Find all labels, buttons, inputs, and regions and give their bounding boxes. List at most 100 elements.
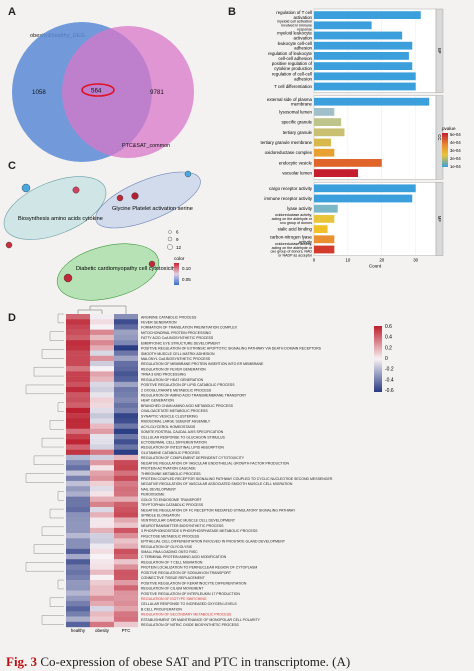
dendrogram-branch	[49, 420, 64, 430]
heatmap-cell	[114, 407, 138, 414]
heatmap-cell	[90, 527, 114, 534]
heatmap-cell	[66, 460, 90, 466]
heatmap-row-label: NAIL DEVELOPMENT	[141, 487, 177, 491]
dendrogram-branch	[33, 544, 64, 554]
heatmap-cell	[90, 533, 114, 539]
heatmap-cell	[66, 543, 90, 549]
pvalue-legend-tick: 3e-04	[450, 148, 461, 153]
bar	[314, 245, 335, 254]
bar-label: tertiary granule	[283, 130, 313, 135]
heatmap-cell	[66, 621, 90, 628]
heatmap-cell	[114, 460, 138, 466]
pvalue-legend-tick: 4e-04	[450, 140, 461, 145]
heatmap-row-label: NEUROTRANSMITTER BIOSYNTHETIC PROCESS	[141, 524, 224, 528]
heatmap-row-label: REGULATION OF T CELL MIGRATION	[141, 560, 203, 564]
heatmap-row-label: BRANCHED CHAIN AMINO ACID METABOLIC PROC…	[141, 404, 234, 408]
venn-center-highlight	[81, 83, 115, 97]
heatmap-cell	[66, 491, 90, 497]
heatmap-cell	[114, 465, 138, 471]
heatmap-legend-tick: 0.4	[385, 335, 392, 341]
heatmap-cell	[90, 402, 114, 409]
heatmap-cell	[114, 444, 138, 450]
heatmap-cell	[66, 600, 90, 607]
heatmap-column-label: obesity	[95, 628, 110, 633]
heatmap-cell	[66, 522, 90, 529]
heatmap-cell	[66, 345, 90, 351]
heatmap-row-label: TRNA 3 END PROCESSING	[141, 373, 186, 377]
heatmap-cell	[90, 329, 114, 336]
heatmap-cell	[114, 387, 138, 393]
heatmap-cell	[90, 381, 114, 388]
heatmap-cell	[66, 606, 90, 612]
bar-label: immune receptor activity	[264, 196, 312, 201]
heatmap-cell	[66, 454, 90, 461]
cluster-node	[131, 192, 139, 200]
heatmap-cell	[114, 360, 138, 367]
heatmap-cell	[66, 507, 90, 513]
bar	[314, 31, 403, 40]
heatmap-row-label: FRUCTOSE METABOLIC PROCESS	[141, 534, 200, 538]
heatmap-cell	[114, 553, 138, 560]
heatmap-cell	[66, 553, 90, 560]
heatmap-cell	[90, 496, 114, 502]
bar	[314, 138, 331, 147]
size-legend-label: 6	[176, 230, 179, 235]
dendrogram-branch	[57, 491, 64, 501]
heatmap-cell	[66, 564, 90, 570]
heatmap-cell	[90, 465, 114, 471]
heatmap-cell	[90, 413, 114, 419]
heatmap-cell	[66, 376, 90, 383]
heatmap-cell	[114, 480, 138, 487]
column-dendrogram	[77, 309, 103, 314]
heatmap-row-label: REGULATION OF SECONDARY METABOLIC PROCES…	[141, 613, 232, 617]
heatmap-cell	[66, 486, 90, 492]
dendrogram-branch	[25, 562, 64, 572]
venn-right-circle	[62, 26, 194, 158]
heatmap-row-label: SPINDLE ELONGATION	[141, 514, 180, 518]
heatmap-cell	[114, 527, 138, 534]
dendrogram-branch	[57, 579, 64, 590]
heatmap-row-label: OXALOACETATE METABOLIC PROCESS	[141, 409, 208, 413]
size-legend-dot	[168, 230, 172, 234]
heatmap-row-label: HEAT GENERATION	[141, 399, 174, 403]
figure-caption: Fig. 3 Co-expression of obese SAT and PT…	[6, 654, 350, 670]
heatmap-cell	[114, 439, 138, 445]
venn-diagram: 1058 564 9781 PTC&SAT_common	[12, 22, 194, 162]
x-tick-label: 10	[345, 258, 350, 263]
heatmap-cell	[114, 533, 138, 539]
heatmap-cell	[90, 407, 114, 414]
bar	[314, 118, 342, 126]
heatmap-cell	[66, 444, 90, 450]
heatmap-cell	[90, 423, 114, 429]
heatmap-cell	[114, 616, 138, 622]
heatmap-cell	[66, 496, 90, 502]
cluster-ellipse-right	[95, 171, 201, 229]
heatmap-row-label: CELLULAR RESPONSE TO INCREASED OXYGEN LE…	[141, 602, 237, 606]
heatmap-cell	[66, 392, 90, 398]
pvalue-legend-title: pvalue	[442, 126, 456, 131]
heatmap-cell	[66, 569, 90, 576]
color-legend-tick: 0.05	[182, 277, 191, 282]
bar	[314, 128, 345, 137]
heatmap-cell	[114, 418, 138, 424]
heatmap-cell	[66, 611, 90, 617]
heatmap-legend-tick: 0.6	[385, 324, 392, 330]
heatmap-cell	[66, 574, 90, 581]
heatmap-cell	[66, 329, 90, 336]
heatmap-cell	[66, 428, 90, 435]
heatmap-cell	[90, 486, 114, 492]
heatmap-cell	[90, 600, 114, 607]
heatmap-row-label: SYNAPTIC VESICLE CLUSTERING	[141, 414, 198, 418]
heatmap-cell	[66, 480, 90, 487]
heatmap-cell	[114, 543, 138, 549]
heatmap-row-label: POSITIVE REGULATION OF EXTRINSIC APOPTOT…	[141, 347, 322, 351]
heatmap-cell	[90, 444, 114, 450]
bar	[314, 235, 335, 244]
heatmap-cell	[90, 350, 114, 356]
heatmap-row-label: SMALL RNA LOADING ONTO RISC	[141, 550, 198, 554]
bar	[314, 204, 338, 213]
heatmap-cell	[114, 517, 138, 523]
dendrogram-branch	[33, 455, 64, 465]
heatmap-cell	[90, 475, 114, 482]
